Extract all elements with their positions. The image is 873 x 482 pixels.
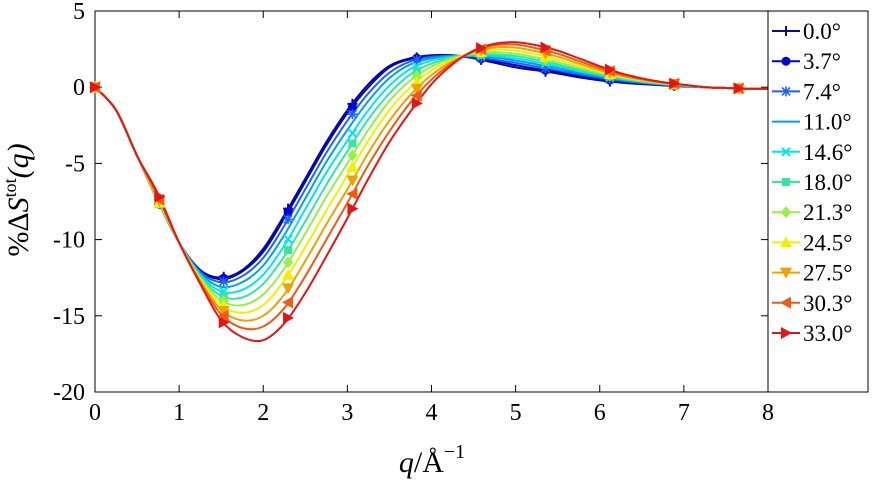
- legend-swatch-marker: [781, 206, 791, 219]
- legend-swatch-marker: [780, 267, 792, 279]
- legend-item: 3.7°: [772, 49, 841, 74]
- x-axis-label-unit: /Å: [414, 446, 444, 479]
- series-point-7-3: [282, 268, 295, 280]
- x-tick-label: 1: [173, 400, 185, 426]
- legend-swatch-marker: [782, 178, 790, 186]
- series-point-4-3: [283, 234, 293, 244]
- series-point-8-4: [346, 175, 359, 187]
- y-tick-label: -20: [53, 380, 85, 406]
- legend-label: 21.3°: [803, 200, 852, 225]
- plot-area: [94, 10, 769, 393]
- legend-item: 24.5°: [772, 230, 852, 255]
- legend-label: 24.5°: [803, 230, 852, 255]
- series-point-9-5: [410, 89, 422, 102]
- tick-labels: 0 1 2 3 4 5 6 7 8 5 0 -5 -10 -15 -20: [53, 0, 774, 426]
- x-tick-label: 4: [426, 400, 438, 426]
- series-point-2-4: [347, 109, 358, 120]
- legend-label: 0.0°: [803, 19, 841, 44]
- legend: 0.0° 3.7° 7.4° 11.0° 14.6° 18.0° 21.3° 24.5° 27.…: [767, 10, 869, 393]
- series-point-6-3: [283, 256, 294, 269]
- legend-label: 14.6°: [803, 140, 852, 165]
- series-point-5-3: [284, 246, 293, 255]
- series-point-2-2: [218, 276, 229, 287]
- x-tick-label: 2: [257, 400, 269, 426]
- y-axis-label: %ΔStot(q): [0, 143, 35, 256]
- legend-swatch-marker: [780, 296, 791, 309]
- series-layer: [95, 41, 768, 343]
- legend-swatch-marker: [781, 26, 791, 36]
- series-point-10-10: [733, 82, 745, 95]
- series-point-6-4: [347, 149, 358, 162]
- y-axis-label-prefix: %: [2, 232, 35, 257]
- legend-swatch-marker: [781, 327, 792, 339]
- series-point-10-7: [540, 41, 552, 54]
- legend-item: 33.0°: [772, 321, 852, 346]
- legend-swatch-marker: [781, 147, 791, 157]
- marker-layer: [89, 41, 745, 329]
- y-tick-label: 0: [73, 75, 85, 101]
- series-point-2-7: [540, 63, 551, 74]
- legend-item: 21.3°: [772, 200, 852, 225]
- legend-label: 7.4°: [803, 79, 841, 104]
- series-point-5-4: [348, 139, 357, 148]
- legend-item: 7.4°: [772, 79, 841, 104]
- series-point-1-3: [283, 207, 293, 217]
- legend-label: 3.7°: [803, 49, 841, 74]
- series-point-9-2: [217, 309, 229, 322]
- legend-label: 30.3°: [803, 291, 852, 316]
- y-axis-label-arg: (q): [2, 143, 35, 178]
- y-axis-label-sup: tot: [0, 178, 20, 197]
- series-point-2-5: [411, 54, 422, 65]
- series-point-9-3: [282, 296, 294, 309]
- series-line-10: [95, 41, 768, 343]
- legend-item: 11.0°: [772, 110, 852, 135]
- series-point-8-3: [282, 283, 295, 295]
- series-point-8-2: [217, 305, 230, 317]
- y-axis-label-var: S: [2, 197, 35, 212]
- series-point-4-4: [347, 128, 358, 138]
- legend-label: 11.0°: [803, 110, 852, 135]
- y-tick-label: -10: [53, 228, 85, 254]
- x-tick-label: 5: [510, 400, 522, 426]
- series-point-7-4: [346, 161, 359, 173]
- legend-item: 18.0°: [772, 170, 852, 195]
- legend-label: 18.0°: [803, 170, 852, 195]
- series-point-10-2: [218, 316, 230, 329]
- series-point-2-3: [283, 214, 294, 225]
- y-tick-label: -15: [53, 304, 85, 330]
- series-point-8-5: [410, 83, 423, 95]
- x-tick-label: 8: [762, 400, 774, 426]
- legend-swatch-marker: [781, 86, 791, 97]
- series-point-10-5: [411, 97, 423, 110]
- legend-label: 33.0°: [803, 321, 852, 346]
- x-tick-label: 6: [594, 400, 606, 426]
- series-point-10-8: [604, 63, 616, 76]
- x-tick-label: 3: [341, 400, 353, 426]
- series-point-9-4: [346, 187, 358, 200]
- legend-item: 0.0°: [772, 19, 841, 44]
- x-tick-label: 0: [89, 400, 101, 426]
- x-tick-label: 7: [678, 400, 690, 426]
- y-tick-label: -5: [65, 151, 85, 177]
- y-axis-label-delta: Δ: [2, 212, 35, 231]
- legend-label: 27.5°: [803, 261, 852, 286]
- legend-item: 14.6°: [772, 140, 852, 165]
- legend-swatch-marker: [781, 56, 791, 66]
- legend-swatch-marker: [780, 236, 792, 248]
- x-axis-label: q/Å−1: [399, 441, 465, 479]
- legend-box: [767, 10, 869, 393]
- legend-item: 27.5°: [772, 261, 852, 286]
- series-point-10-0: [90, 81, 101, 94]
- series-point-10-9: [669, 77, 681, 90]
- x-axis-label-var: q: [399, 446, 414, 479]
- series-point-10-6: [476, 42, 488, 55]
- series-point-1-4: [347, 102, 357, 112]
- series-point-10-3: [283, 311, 295, 324]
- x-axis-label-exp: −1: [444, 441, 465, 463]
- legend-item: 30.3°: [772, 291, 852, 316]
- y-tick-label: 5: [73, 0, 85, 25]
- series-point-10-4: [347, 202, 359, 215]
- series-point-10-1: [154, 190, 166, 203]
